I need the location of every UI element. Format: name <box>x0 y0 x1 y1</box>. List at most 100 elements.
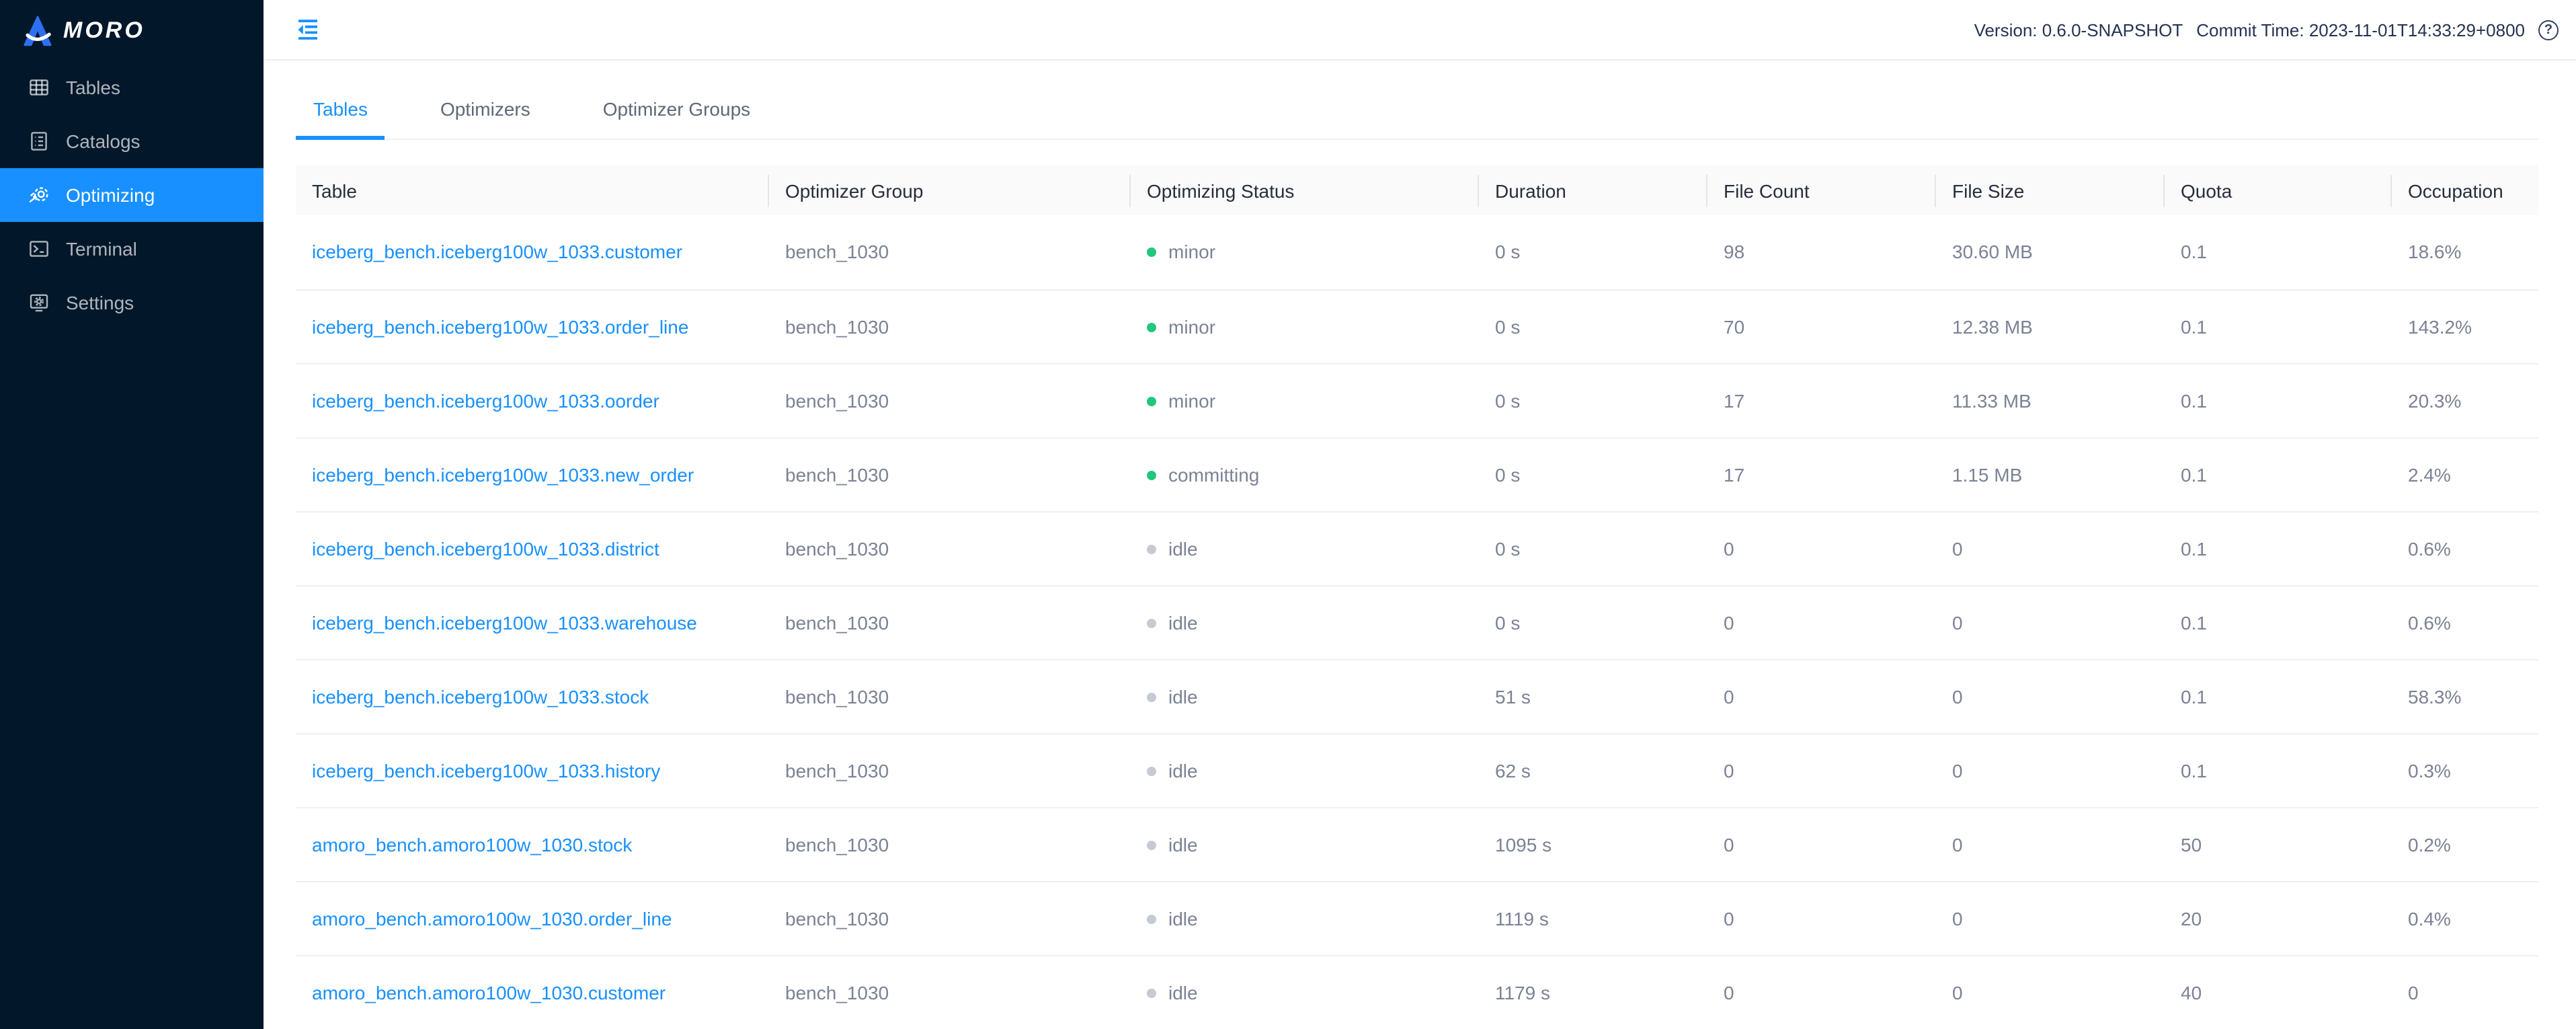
table-row: iceberg_bench.iceberg100w_1033.order_lin… <box>296 289 2538 364</box>
table-link[interactable]: iceberg_bench.iceberg100w_1033.new_order <box>312 463 694 485</box>
status-dot <box>1147 322 1156 332</box>
cell-occupation: 2.4% <box>2392 437 2538 512</box>
status-label: idle <box>1168 611 1198 633</box>
table-link[interactable]: amoro_bench.amoro100w_1030.order_line <box>312 907 672 929</box>
status-label: minor <box>1168 241 1216 263</box>
tab-optimizers[interactable]: Optimizers <box>440 98 530 120</box>
cell-optimizer-group: bench_1030 <box>769 363 1131 438</box>
sidebar-item-settings[interactable]: Settings <box>0 276 264 330</box>
topbar: Version: 0.6.0-SNAPSHOT Commit Time: 202… <box>264 0 2576 61</box>
status-label: committing <box>1168 463 1260 485</box>
cell-optimizer-group: bench_1030 <box>769 289 1131 364</box>
cell-duration: 0 s <box>1479 363 1707 438</box>
version-info: Version: 0.6.0-SNAPSHOT Commit Time: 202… <box>1974 20 2559 40</box>
table-row: amoro_bench.amoro100w_1030.stock bench_10… <box>296 807 2538 882</box>
table-link[interactable]: iceberg_bench.iceberg100w_1033.customer <box>312 241 683 263</box>
amoro-logo-icon <box>22 14 54 46</box>
status-dot <box>1147 544 1156 554</box>
cell-optimizing-status: minor <box>1131 363 1479 438</box>
cell-table: iceberg_bench.iceberg100w_1033.district <box>296 511 769 586</box>
table-link[interactable]: iceberg_bench.iceberg100w_1033.stock <box>312 685 649 707</box>
status-label: minor <box>1168 389 1216 411</box>
cell-quota: 0.1 <box>2165 659 2392 734</box>
status-label: minor <box>1168 315 1216 337</box>
cell-table: amoro_bench.amoro100w_1030.stock <box>296 807 769 882</box>
cell-occupation: 20.3% <box>2392 363 2538 438</box>
cell-optimizing-status: idle <box>1131 585 1479 660</box>
cell-file-size: 0 <box>1936 955 2165 1029</box>
table-link[interactable]: iceberg_bench.iceberg100w_1033.history <box>312 759 661 781</box>
cell-quota: 0.1 <box>2165 289 2392 364</box>
cell-optimizing-status: idle <box>1131 881 1479 956</box>
cell-table: iceberg_bench.iceberg100w_1033.order_lin… <box>296 289 769 364</box>
cell-table: iceberg_bench.iceberg100w_1033.oorder <box>296 363 769 438</box>
sidebar-item-tables[interactable]: Tables <box>0 61 264 114</box>
cell-file-size: 0 <box>1936 585 2165 660</box>
cell-file-count: 0 <box>1707 659 1936 734</box>
cell-optimizing-status: idle <box>1131 955 1479 1029</box>
tab-bar: Tables Optimizers Optimizer Groups <box>296 79 2538 140</box>
cell-duration: 1119 s <box>1479 881 1707 956</box>
settings-icon <box>28 292 50 313</box>
column-header-group: Optimizer Group <box>769 165 1131 215</box>
cell-table: amoro_bench.amoro100w_1030.order_line <box>296 881 769 956</box>
table-row: iceberg_bench.iceberg100w_1033.oorder ben… <box>296 363 2538 438</box>
cell-file-count: 0 <box>1707 585 1936 660</box>
cell-optimizing-status: idle <box>1131 733 1479 808</box>
cell-quota: 0.1 <box>2165 733 2392 808</box>
cell-optimizing-status: idle <box>1131 659 1479 734</box>
sidebar-item-label: Catalogs <box>66 130 140 152</box>
cell-file-size: 30.60 MB <box>1936 215 2165 290</box>
sidebar: MORO Tables <box>0 0 264 1029</box>
cell-occupation: 0.4% <box>2392 881 2538 956</box>
sidebar-item-label: Settings <box>66 292 134 313</box>
status-dot <box>1147 988 1156 997</box>
amoro-logo[interactable]: MORO <box>0 0 264 61</box>
table-link[interactable]: iceberg_bench.iceberg100w_1033.oorder <box>312 389 659 411</box>
cell-duration: 0 s <box>1479 437 1707 512</box>
table-link[interactable]: iceberg_bench.iceberg100w_1033.order_lin… <box>312 315 689 337</box>
sidebar-item-terminal[interactable]: Terminal <box>0 222 264 276</box>
cell-quota: 0.1 <box>2165 215 2392 290</box>
table-link[interactable]: amoro_bench.amoro100w_1030.stock <box>312 833 633 855</box>
tables-icon <box>28 77 50 98</box>
sidebar-item-label: Tables <box>66 77 120 98</box>
cell-duration: 0 s <box>1479 585 1707 660</box>
cell-optimizer-group: bench_1030 <box>769 437 1131 512</box>
table-link[interactable]: iceberg_bench.iceberg100w_1033.warehouse <box>312 611 697 633</box>
tab-tables[interactable]: Tables <box>296 79 386 140</box>
table-row: iceberg_bench.iceberg100w_1033.stock benc… <box>296 659 2538 734</box>
tab-optimizer-groups[interactable]: Optimizer Groups <box>602 98 751 120</box>
cell-file-size: 0 <box>1936 881 2165 956</box>
amoro-logo-text: MORO <box>63 17 145 42</box>
cell-duration: 51 s <box>1479 659 1707 734</box>
status-label: idle <box>1168 907 1198 929</box>
cell-occupation: 0 <box>2392 955 2538 1029</box>
status-label: idle <box>1168 685 1198 707</box>
cell-file-size: 0 <box>1936 807 2165 882</box>
sidebar-item-catalogs[interactable]: Catalogs <box>0 114 264 168</box>
table-row: iceberg_bench.iceberg100w_1033.history be… <box>296 733 2538 808</box>
column-header-file_size: File Size <box>1936 165 2165 215</box>
status-label: idle <box>1168 759 1198 781</box>
menu-fold-icon[interactable] <box>296 17 320 42</box>
cell-file-count: 98 <box>1707 215 1936 290</box>
cell-optimizer-group: bench_1030 <box>769 881 1131 956</box>
column-header-table: Table <box>296 165 769 215</box>
help-icon[interactable]: ? <box>2538 20 2559 40</box>
cell-quota: 0.1 <box>2165 585 2392 660</box>
optimizing-tables-table: Table Optimizer Group Optimizing Status Dur… <box>296 165 2538 1029</box>
sidebar-item-optimizing[interactable]: Optimizing <box>0 168 264 222</box>
cell-file-count: 0 <box>1707 955 1936 1029</box>
cell-optimizer-group: bench_1030 <box>769 585 1131 660</box>
status-label: idle <box>1168 537 1198 559</box>
column-header-status: Optimizing Status <box>1131 165 1479 215</box>
main-column: Version: 0.6.0-SNAPSHOT Commit Time: 202… <box>264 0 2576 1029</box>
table-link[interactable]: iceberg_bench.iceberg100w_1033.district <box>312 537 659 559</box>
table-link[interactable]: amoro_bench.amoro100w_1030.customer <box>312 981 666 1003</box>
commit-time-label: Commit Time: 2023-11-01T14:33:29+0800 <box>2196 20 2525 40</box>
cell-file-size: 0 <box>1936 511 2165 586</box>
cell-duration: 0 s <box>1479 289 1707 364</box>
cell-file-count: 17 <box>1707 363 1936 438</box>
